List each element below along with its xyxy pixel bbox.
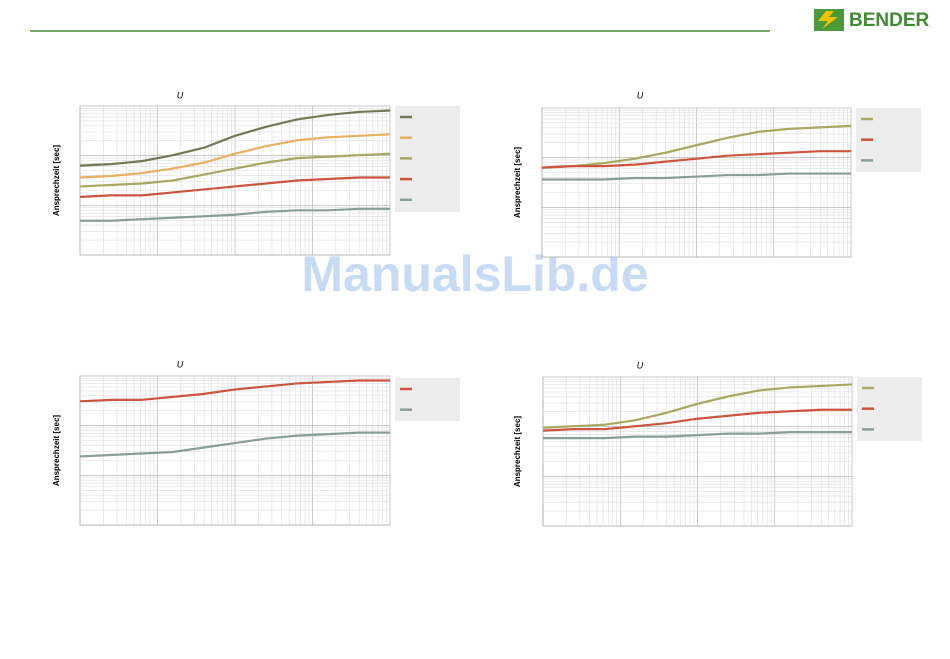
y-axis-label: Ansprechzeit [sec] [52, 145, 61, 216]
chart-title: U [177, 359, 184, 369]
y-axis-label: Ansprechzeit [sec] [52, 415, 61, 486]
y-axis-label: Ansprechzeit [sec] [513, 416, 522, 487]
series-line [79, 379, 390, 403]
brand: BENDER [849, 10, 930, 31]
chart-title: U [177, 90, 184, 100]
series-line [79, 109, 391, 167]
series-line [541, 124, 852, 169]
series-line [543, 431, 852, 440]
logo-bolt [818, 11, 838, 29]
logo: BENDER [814, 9, 930, 31]
series-line [79, 176, 390, 198]
legend [395, 378, 460, 421]
y-axis-label: Ansprechzeit [sec] [513, 147, 522, 218]
chart: U Ansprechzeit [sec] [52, 359, 460, 526]
series-line [80, 207, 390, 222]
chart: U Ansprechzeit [sec] [52, 90, 460, 256]
series-line [79, 431, 390, 458]
chart: U Ansprechzeit [sec] [513, 90, 921, 258]
series-line [79, 133, 391, 179]
chart-title: U [637, 90, 644, 100]
chart: U Ansprechzeit [sec] [513, 360, 922, 527]
series-line [541, 150, 851, 169]
chart-title: U [637, 360, 644, 370]
series-line [542, 172, 851, 181]
series-line [542, 383, 853, 429]
series-line [79, 152, 391, 188]
series-line [542, 408, 852, 432]
